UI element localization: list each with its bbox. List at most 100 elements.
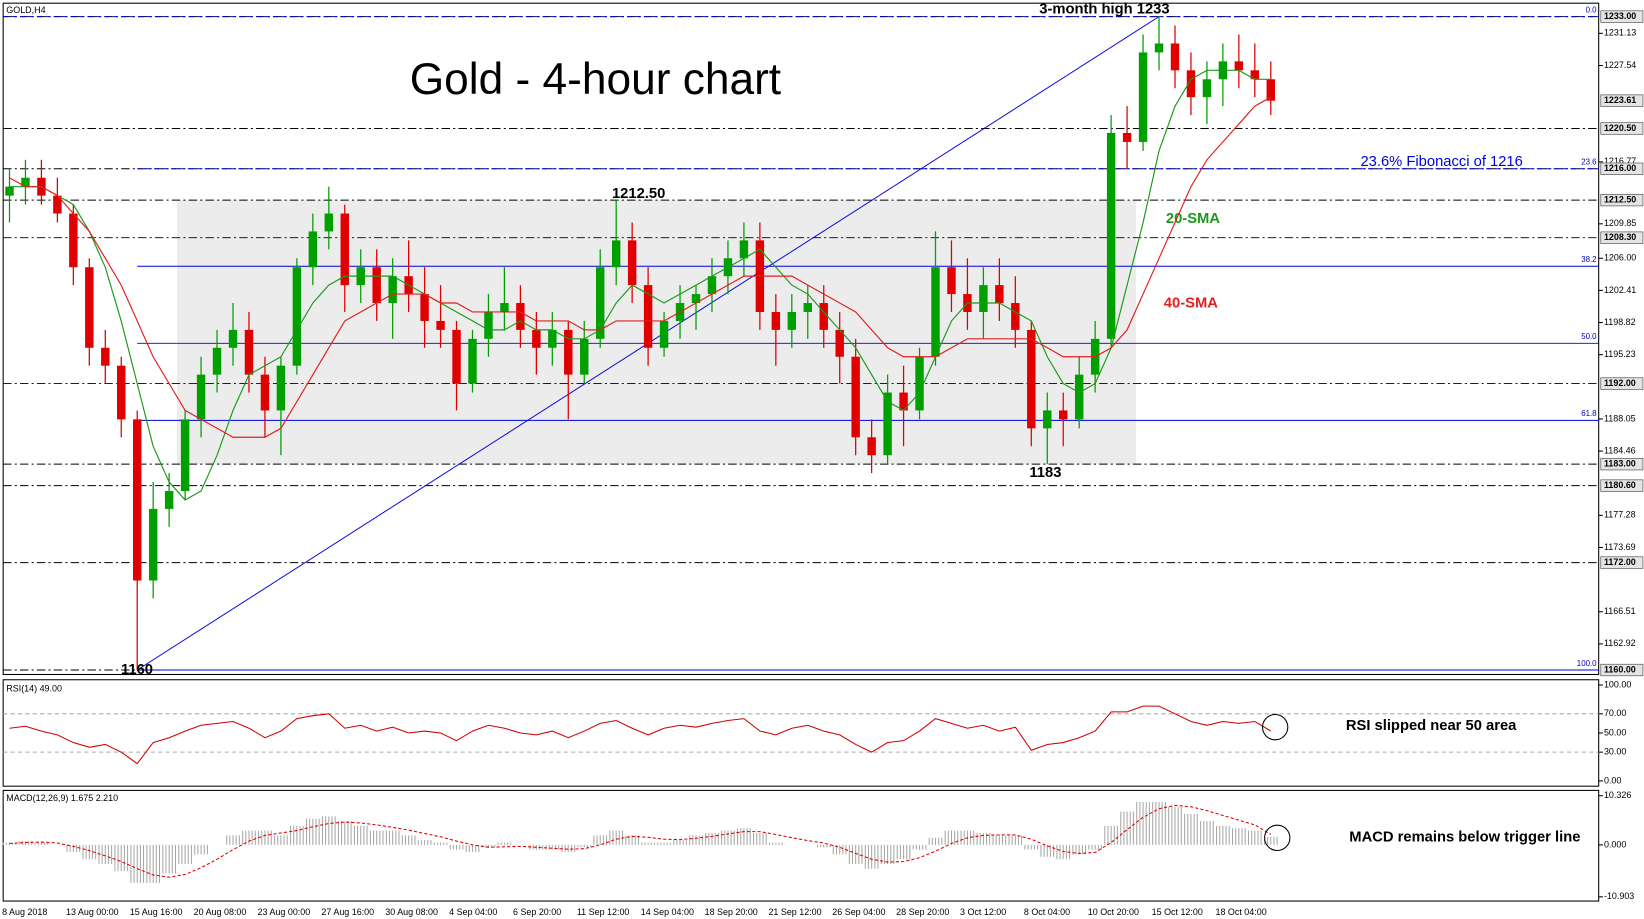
rsi-line [9, 705, 1272, 765]
x-tick-label: 13 Aug 00:00 [66, 907, 119, 917]
candle-body [596, 267, 605, 339]
candle-body [117, 365, 126, 420]
candle-body [1266, 79, 1275, 101]
candle-body [196, 374, 206, 420]
x-tick-label: 20 Aug 08:00 [194, 907, 247, 917]
candle-body [244, 329, 254, 375]
candle-body [21, 177, 30, 187]
candle-body [771, 311, 781, 330]
candle-body [1106, 132, 1116, 339]
x-tick-label: 18 Oct 04:00 [1216, 907, 1267, 917]
candle-body [691, 294, 701, 304]
annotation: 1160 [121, 662, 153, 678]
candle-body [148, 508, 158, 581]
candle-body [5, 186, 14, 196]
candle-body [803, 303, 812, 312]
candle-body [132, 419, 142, 581]
macd-panel [2, 789, 1600, 902]
level-label-box [1600, 10, 1644, 23]
y-tick-label: 1216.77 [1604, 156, 1636, 166]
candle-body [69, 213, 78, 268]
annotation: 1183 [1029, 465, 1061, 481]
candle-body [436, 320, 445, 330]
fib-label: 23.6 [1581, 158, 1597, 167]
candle-body [931, 267, 940, 357]
x-tick-label: 28 Sep 20:00 [896, 907, 949, 917]
y-tick-label: 1188.05 [1604, 413, 1636, 423]
x-tick-label: 26 Sep 04:00 [832, 907, 885, 917]
level-label: 1192.00 [1604, 378, 1636, 388]
y-tick-label: 1206.00 [1604, 253, 1636, 263]
y-tick-label: 1231.13 [1604, 28, 1636, 38]
y-tick-label: 70.00 [1604, 708, 1626, 718]
x-tick-label: 8 Aug 2018 [2, 907, 47, 917]
x-tick-label: 8 Oct 04:00 [1024, 907, 1070, 917]
candle-body [1059, 410, 1068, 420]
candle-body [1154, 43, 1164, 53]
candle-body [1186, 70, 1196, 98]
candle-body [53, 195, 62, 214]
x-tick-label: 18 Sep 20:00 [705, 907, 758, 917]
candle-body [659, 320, 669, 348]
y-tick-label: 1209.85 [1604, 218, 1636, 228]
candle-body [324, 213, 334, 232]
x-tick-label: 21 Sep 12:00 [768, 907, 821, 917]
y-tick-label: 1184.46 [1604, 445, 1636, 455]
level-label-box [1600, 162, 1644, 175]
panel-label: MACD(12,26,9) 1.675 2.210 [6, 793, 118, 803]
rsi-panel [2, 679, 1600, 787]
x-tick-label: 23 Aug 00:00 [258, 907, 311, 917]
level-label: 1208.30 [1604, 232, 1636, 242]
symbol-label: GOLD,H4 [6, 5, 45, 15]
y-tick-label: 1166.51 [1604, 606, 1636, 616]
annotation: 3-month high 1233 [1039, 1, 1169, 17]
y-tick-label: 50.00 [1604, 727, 1626, 737]
level-label-box [1600, 122, 1644, 135]
level-label-box [1600, 479, 1644, 492]
y-tick-label: 0.00 [1604, 775, 1621, 785]
candle-body [164, 490, 174, 509]
candle-body [1074, 374, 1084, 420]
level-label-box [1600, 556, 1644, 569]
level-label: 1172.00 [1604, 557, 1636, 567]
x-tick-label: 14 Sep 04:00 [641, 907, 694, 917]
y-tick-label: 1177.28 [1604, 510, 1636, 520]
panel-label: RSI(14) 49.00 [6, 684, 62, 694]
last-price-label: 1223.61 [1604, 95, 1636, 105]
candle-body [627, 240, 637, 286]
annotation: RSI slipped near 50 area [1346, 718, 1517, 734]
level-label: 1160.00 [1604, 664, 1636, 674]
x-tick-label: 4 Sep 04:00 [449, 907, 497, 917]
y-tick-label: 30.00 [1604, 747, 1626, 757]
candle-body [372, 267, 381, 304]
level-label: 1212.50 [1604, 194, 1636, 204]
x-tick-label: 6 Sep 20:00 [513, 907, 561, 917]
level-label-box [1600, 193, 1644, 207]
y-tick-label: 1202.41 [1604, 285, 1636, 295]
candle-body [532, 329, 541, 348]
highlight-circle [1264, 824, 1291, 852]
candle-body [643, 285, 653, 348]
series-label: 40-SMA [1164, 295, 1218, 311]
candle-body [452, 329, 461, 384]
y-tick-label: 1162.92 [1604, 638, 1636, 648]
x-tick-label: 3 Oct 12:00 [960, 907, 1006, 917]
y-tick-label: 100.00 [1604, 679, 1631, 689]
candle-body [787, 311, 797, 330]
level-label: 1220.50 [1604, 123, 1636, 133]
fib-label: 100.0 [1577, 659, 1597, 668]
candle-body [180, 419, 190, 491]
x-tick-label: 15 Oct 12:00 [1152, 907, 1203, 917]
level-label-box [1600, 231, 1644, 244]
candle-body [883, 392, 892, 456]
candle-body [212, 347, 222, 375]
candle-body [867, 437, 876, 456]
level-label: 1216.00 [1604, 163, 1636, 173]
candle-body [276, 365, 286, 411]
candle-body [468, 338, 477, 384]
candle-body [835, 329, 844, 357]
fib-label: 61.8 [1581, 409, 1597, 418]
highlight-circle [1261, 714, 1289, 741]
